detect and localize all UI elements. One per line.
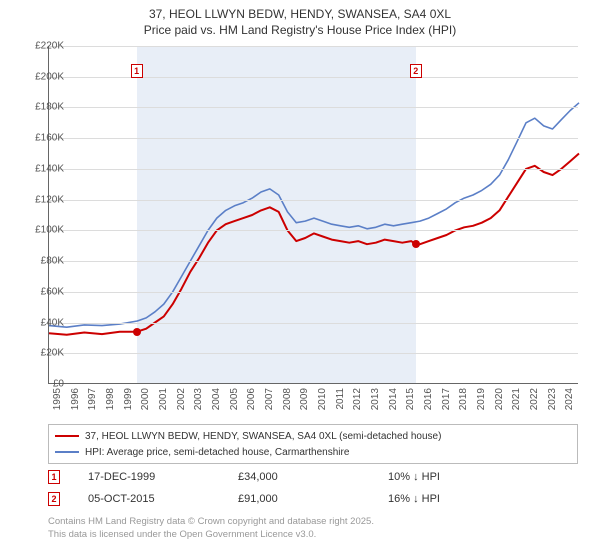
y-tick-label: £220K xyxy=(35,41,64,52)
x-tick-label: 2006 xyxy=(246,388,257,416)
gridline-h xyxy=(49,169,578,170)
y-tick-label: £200K xyxy=(35,71,64,82)
sales-row-marker: 2 xyxy=(48,492,60,506)
gridline-h xyxy=(49,107,578,108)
x-tick-label: 2017 xyxy=(441,388,452,416)
gridline-h xyxy=(49,261,578,262)
x-tick-label: 1998 xyxy=(105,388,116,416)
gridline-h xyxy=(49,353,578,354)
x-tick-label: 2020 xyxy=(494,388,505,416)
sales-pct: 10% ↓ HPI xyxy=(388,471,498,483)
y-tick-label: £60K xyxy=(41,286,64,297)
series-hpi xyxy=(49,103,579,327)
series-price_paid xyxy=(49,154,579,335)
y-tick-label: £40K xyxy=(41,317,64,328)
y-tick-label: £180K xyxy=(35,102,64,113)
y-tick-label: £120K xyxy=(35,194,64,205)
x-tick-label: 2016 xyxy=(423,388,434,416)
sale-marker-1: 1 xyxy=(131,64,143,78)
gridline-h xyxy=(49,230,578,231)
y-tick-label: £140K xyxy=(35,163,64,174)
chart-plot-area: 12 xyxy=(48,46,578,384)
sales-date: 17-DEC-1999 xyxy=(88,471,228,483)
x-tick-label: 2014 xyxy=(388,388,399,416)
sales-date: 05-OCT-2015 xyxy=(88,493,228,505)
footer-attribution: Contains HM Land Registry data © Crown c… xyxy=(48,516,374,542)
x-tick-label: 2003 xyxy=(193,388,204,416)
x-tick-label: 2000 xyxy=(140,388,151,416)
x-tick-label: 2023 xyxy=(547,388,558,416)
chart-svg xyxy=(49,46,578,383)
sales-price: £34,000 xyxy=(238,471,378,483)
gridline-h xyxy=(49,138,578,139)
legend-text: HPI: Average price, semi-detached house,… xyxy=(85,447,349,458)
x-tick-label: 2015 xyxy=(405,388,416,416)
x-tick-label: 2001 xyxy=(158,388,169,416)
sales-price: £91,000 xyxy=(238,493,378,505)
legend-swatch xyxy=(55,451,79,453)
y-tick-label: £80K xyxy=(41,256,64,267)
gridline-h xyxy=(49,200,578,201)
x-tick-label: 1999 xyxy=(123,388,134,416)
title-line-1: 37, HEOL LLWYN BEDW, HENDY, SWANSEA, SA4… xyxy=(0,6,600,22)
x-tick-label: 1997 xyxy=(87,388,98,416)
gridline-h xyxy=(49,77,578,78)
x-tick-label: 2007 xyxy=(264,388,275,416)
footer-line-2: This data is licensed under the Open Gov… xyxy=(48,529,374,542)
y-tick-label: £160K xyxy=(35,133,64,144)
x-tick-label: 2002 xyxy=(176,388,187,416)
sales-table: 1 17-DEC-1999 £34,000 10% ↓ HPI 2 05-OCT-2015… xyxy=(48,466,578,510)
legend-text: 37, HEOL LLWYN BEDW, HENDY, SWANSEA, SA4… xyxy=(85,431,441,442)
x-tick-label: 2012 xyxy=(352,388,363,416)
sale-dot-2 xyxy=(412,240,420,248)
sale-marker-2: 2 xyxy=(410,64,422,78)
sales-row-marker: 1 xyxy=(48,470,60,484)
legend-row: HPI: Average price, semi-detached house,… xyxy=(55,444,571,460)
x-tick-label: 2008 xyxy=(282,388,293,416)
title-line-2: Price paid vs. HM Land Registry's House … xyxy=(0,22,600,38)
x-tick-label: 2004 xyxy=(211,388,222,416)
sale-dot-1 xyxy=(133,328,141,336)
legend-box: 37, HEOL LLWYN BEDW, HENDY, SWANSEA, SA4… xyxy=(48,424,578,464)
x-tick-label: 2011 xyxy=(335,388,346,416)
gridline-h xyxy=(49,46,578,47)
x-tick-label: 2005 xyxy=(229,388,240,416)
x-tick-label: 2009 xyxy=(299,388,310,416)
x-tick-label: 2010 xyxy=(317,388,328,416)
x-tick-label: 1995 xyxy=(52,388,63,416)
x-tick-label: 2024 xyxy=(564,388,575,416)
x-tick-label: 2019 xyxy=(476,388,487,416)
chart-title-block: 37, HEOL LLWYN BEDW, HENDY, SWANSEA, SA4… xyxy=(0,0,600,38)
legend-row: 37, HEOL LLWYN BEDW, HENDY, SWANSEA, SA4… xyxy=(55,428,571,444)
x-tick-label: 2022 xyxy=(529,388,540,416)
legend-swatch xyxy=(55,435,79,437)
footer-line-1: Contains HM Land Registry data © Crown c… xyxy=(48,516,374,529)
sales-row: 1 17-DEC-1999 £34,000 10% ↓ HPI xyxy=(48,466,578,488)
x-tick-label: 1996 xyxy=(70,388,81,416)
y-tick-label: £20K xyxy=(41,348,64,359)
sales-pct: 16% ↓ HPI xyxy=(388,493,498,505)
x-tick-label: 2018 xyxy=(458,388,469,416)
y-tick-label: £100K xyxy=(35,225,64,236)
sales-row: 2 05-OCT-2015 £91,000 16% ↓ HPI xyxy=(48,488,578,510)
x-tick-label: 2013 xyxy=(370,388,381,416)
x-tick-label: 2021 xyxy=(511,388,522,416)
gridline-h xyxy=(49,323,578,324)
gridline-h xyxy=(49,292,578,293)
